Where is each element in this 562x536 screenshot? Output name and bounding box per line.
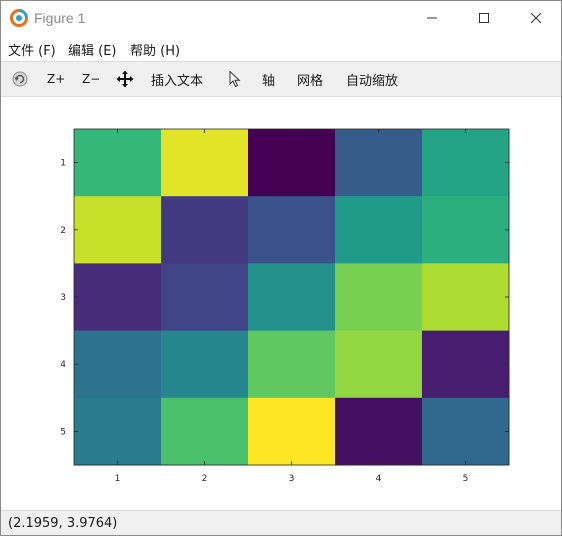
zoom-out-button[interactable]: Z− (82, 72, 101, 86)
axis-button[interactable]: 轴 (262, 73, 276, 89)
heatmap-cell (248, 196, 336, 264)
heatmap-cell (422, 397, 510, 466)
heatmap-cell (422, 129, 510, 197)
heatmap-cell (335, 330, 423, 399)
insert-text-button[interactable]: 插入文本 (151, 73, 204, 89)
pointer-icon (229, 70, 241, 88)
x-tick-label: 1 (115, 474, 121, 484)
heatmap-cell (422, 196, 510, 264)
window-title: Figure 1 (34, 10, 86, 26)
heatmap-cell (335, 397, 423, 466)
heatmap-chart: 1 2 3 4 5 1 2 3 4 5 (60, 128, 510, 484)
y-tick-label: 4 (60, 360, 66, 370)
pan-icon (116, 70, 134, 88)
y-tick-label: 1 (60, 159, 66, 169)
heatmap-cell (335, 196, 423, 264)
heatmap-cell (161, 129, 249, 197)
zoom-in-button[interactable]: Z+ (47, 72, 66, 86)
maximize-icon (479, 13, 489, 23)
minimize-button[interactable] (409, 1, 455, 35)
autoscale-button[interactable]: 自动缩放 (346, 73, 399, 89)
x-tick-label: 3 (289, 474, 295, 484)
menu-edit[interactable]: 编辑 (E) (68, 44, 117, 59)
heatmap-cell (74, 397, 162, 466)
y-tick-label: 3 (60, 293, 66, 303)
heatmap-cell (161, 196, 249, 264)
toolbar: Z+ Z− 插入文本 轴 网格 自动缩放 (1, 61, 561, 97)
title-bar: Figure 1 (1, 1, 561, 35)
heatmap-cell (74, 196, 162, 264)
octave-app-icon (10, 9, 28, 27)
heatmap-cell (335, 263, 423, 332)
heatmap-cell (422, 263, 510, 332)
x-tick-label: 5 (463, 474, 469, 484)
heatmap-cell (74, 263, 162, 332)
heatmap-cell (161, 330, 249, 399)
y-tick-label: 5 (60, 427, 66, 437)
rotate-icon (12, 71, 28, 87)
heatmap-cell (248, 263, 336, 332)
menu-file[interactable]: 文件 (F) (8, 44, 56, 59)
x-tick-label: 4 (376, 474, 382, 484)
heatmap-cell (422, 330, 510, 399)
heatmap-cell (248, 129, 336, 197)
maximize-button[interactable] (461, 1, 507, 35)
minimize-icon (427, 17, 437, 19)
plot-area[interactable]: 1 2 3 4 5 1 2 3 4 5 (1, 98, 561, 510)
status-bar: (2.1959, 3.9764) (1, 510, 561, 535)
pan-button[interactable] (116, 62, 134, 96)
cursor-coordinates: (2.1959, 3.9764) (8, 516, 118, 531)
grid-button[interactable]: 网格 (297, 73, 324, 89)
heatmap-cell (74, 330, 162, 399)
heatmap-cell (335, 129, 423, 197)
heatmap-cell (248, 330, 336, 399)
heatmap-cell (161, 263, 249, 332)
x-tick-label: 2 (202, 474, 208, 484)
menu-bar: 文件 (F) 编辑 (E) 帮助 (H) (1, 37, 561, 59)
heatmap-cell (248, 397, 336, 466)
select-button[interactable] (228, 62, 242, 96)
y-tick-label: 2 (60, 226, 66, 236)
close-icon (530, 12, 542, 24)
close-button[interactable] (513, 1, 559, 35)
heatmap-cell (161, 397, 249, 466)
heatmap-cell (74, 129, 162, 197)
menu-help[interactable]: 帮助 (H) (130, 44, 181, 59)
rotate-button[interactable] (11, 62, 29, 96)
